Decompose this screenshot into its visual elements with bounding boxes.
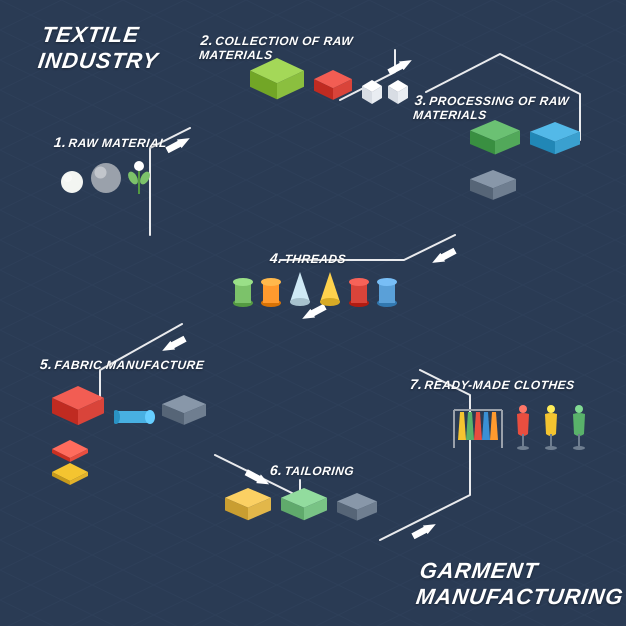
mannequin-icon bbox=[512, 404, 534, 455]
step-label-5: 5.FABRIC MANUFACTURE bbox=[39, 356, 205, 372]
wool-pile-icon bbox=[90, 162, 122, 199]
cone-icon bbox=[288, 272, 312, 313]
spool-icon bbox=[260, 276, 282, 313]
fabric-roll-icon bbox=[114, 403, 156, 434]
raker-icon bbox=[314, 70, 356, 109]
mannequin-icon bbox=[568, 404, 590, 455]
raw-material-icons bbox=[60, 160, 150, 199]
step-number: 4. bbox=[269, 250, 283, 266]
embroidery-icon bbox=[337, 493, 381, 530]
step-number: 6. bbox=[269, 462, 283, 478]
spinning-machine-icon bbox=[470, 120, 524, 164]
title-line-2: INDUSTRY bbox=[36, 48, 160, 73]
spool-icon bbox=[232, 276, 254, 313]
cotton-bales-icon bbox=[362, 80, 412, 108]
processing-icons bbox=[470, 120, 626, 208]
step-label-7: 7.READY-MADE CLOTHES bbox=[409, 376, 575, 392]
cone-icon bbox=[318, 272, 342, 313]
cutting-table-icon bbox=[281, 488, 331, 529]
collection-icons bbox=[250, 58, 412, 108]
fabric-stack-icon bbox=[52, 440, 92, 494]
title-line-1: TEXTILE bbox=[40, 22, 141, 47]
step-number: 5. bbox=[39, 356, 53, 372]
clothes-rack-icon bbox=[450, 400, 506, 455]
mannequin-icon bbox=[540, 404, 562, 455]
step-label-3: 3.PROCESSING OF RAWMATERIALS bbox=[412, 92, 570, 122]
step-number: 3. bbox=[414, 92, 428, 108]
step-text: TAILORING bbox=[284, 464, 355, 478]
step-number: 2. bbox=[200, 32, 214, 48]
weaving-loom-icon bbox=[52, 386, 108, 434]
spool-icon bbox=[376, 276, 398, 313]
step-text: PROCESSING OF RAWMATERIALS bbox=[412, 94, 569, 122]
title-garment-manufacturing: GARMENT MANUFACTURING bbox=[414, 558, 626, 610]
spool-icon bbox=[348, 276, 370, 313]
ready-clothes-icons bbox=[450, 400, 590, 455]
harvester-icon bbox=[250, 58, 308, 108]
step-text: FABRIC MANUFACTURE bbox=[54, 358, 205, 372]
cotton-boll-icon bbox=[60, 170, 84, 199]
step-text: RAW MATERIAL bbox=[68, 136, 168, 150]
sewing-table-icon bbox=[225, 488, 275, 529]
title-line-2: MANUFACTURING bbox=[414, 584, 625, 609]
step-label-6: 6.TAILORING bbox=[269, 462, 355, 478]
carder-icon bbox=[470, 170, 520, 209]
loom-icon bbox=[530, 122, 584, 163]
step-label-1: 1.RAW MATERIAL bbox=[53, 134, 168, 150]
title-line-1: GARMENT bbox=[418, 558, 540, 583]
threads-icons bbox=[232, 272, 398, 313]
step-number: 7. bbox=[409, 376, 423, 392]
step-label-4: 4.THREADS bbox=[269, 250, 347, 266]
fabric-icons bbox=[52, 386, 222, 494]
step-text: THREADS bbox=[284, 252, 347, 266]
step-number: 1. bbox=[53, 134, 67, 150]
printer-icon bbox=[162, 395, 210, 434]
plant-icon bbox=[128, 160, 150, 199]
infographic-canvas: TEXTILE INDUSTRY GARMENT MANUFACTURING 1… bbox=[0, 0, 626, 626]
tailoring-icons bbox=[225, 488, 381, 529]
title-textile-industry: TEXTILE INDUSTRY bbox=[36, 22, 163, 74]
step-text: READY-MADE CLOTHES bbox=[424, 378, 576, 392]
